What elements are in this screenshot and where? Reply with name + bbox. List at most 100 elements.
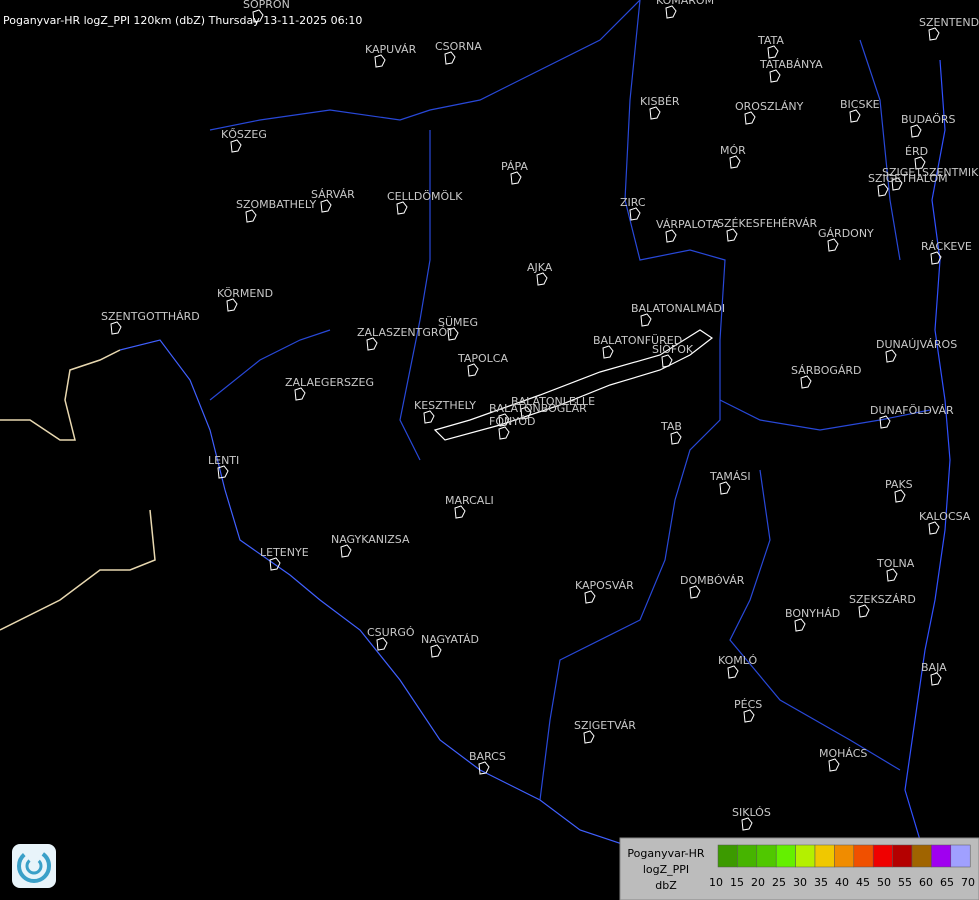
place-label: TAB xyxy=(660,420,682,433)
place-label: GÁRDONY xyxy=(818,227,874,240)
legend-swatch xyxy=(950,844,971,868)
place-label: ZALASZENTGRÓT xyxy=(357,326,454,339)
place-label: OROSZLÁNY xyxy=(735,100,804,113)
city-outline xyxy=(800,375,812,389)
legend-level: 35 xyxy=(814,876,828,889)
city-outline xyxy=(670,431,682,445)
place-label: TAMÁSI xyxy=(709,470,751,483)
place-label: SZIGETHALOM xyxy=(868,172,948,185)
city-outline xyxy=(340,544,352,558)
city-outline xyxy=(894,489,906,503)
city-outline xyxy=(366,337,378,351)
city-outline xyxy=(741,817,753,831)
place-label: BUDAÖRS xyxy=(901,113,956,126)
place-label: BARCS xyxy=(469,750,506,763)
legend-level: 10 xyxy=(709,876,723,889)
place-label: ÉRD xyxy=(905,145,928,158)
place-label: FONYÓD xyxy=(489,415,535,428)
city-outline xyxy=(467,363,479,377)
place-label: TATA xyxy=(757,34,784,47)
place-label: KALOCSA xyxy=(919,510,971,523)
city-outline xyxy=(665,229,677,243)
logo xyxy=(12,844,56,888)
city-outline xyxy=(828,758,840,772)
city-outline xyxy=(928,521,940,535)
legend-title: dbZ xyxy=(655,879,677,892)
city-outline xyxy=(584,590,596,604)
place-label: SÜMEG xyxy=(438,316,478,329)
legend-level: 30 xyxy=(793,876,807,889)
place-label: SZIGETVÁR xyxy=(574,719,636,732)
city-outline xyxy=(230,139,242,153)
city-outline xyxy=(727,665,739,679)
city-outline xyxy=(858,604,870,618)
place-label: CSURGÓ xyxy=(367,626,415,639)
place-label: PÉCS xyxy=(734,698,762,711)
place-label: BALATONLELLE xyxy=(511,395,595,408)
city-outline xyxy=(879,415,891,429)
place-label: SÁRBOGÁRD xyxy=(791,364,862,377)
city-outline xyxy=(930,251,942,265)
legend-swatch xyxy=(872,844,893,868)
legend-level: 20 xyxy=(751,876,765,889)
legend-title: Poganyvar-HR xyxy=(627,847,704,860)
city-outline xyxy=(744,111,756,125)
city-outline xyxy=(444,51,456,65)
place-label: KOMLÓ xyxy=(718,654,757,667)
legend-level: 55 xyxy=(898,876,912,889)
place-label: SÁRVÁR xyxy=(311,188,355,201)
border xyxy=(0,349,156,631)
city-outline xyxy=(767,45,779,59)
place-label: KŐSZEG xyxy=(221,127,267,141)
place-label: SZIGETSZENTMIKLÓS xyxy=(882,166,979,179)
place-label: SZOMBATHELY xyxy=(236,198,316,211)
place-label: LENTI xyxy=(208,454,239,467)
place-label: CELLDÖMÖLK xyxy=(387,190,463,203)
place-label: BAJA xyxy=(921,661,947,674)
legend-swatch xyxy=(911,844,932,868)
city-outline xyxy=(498,413,510,427)
place-label: SZEKSZÁRD xyxy=(849,593,916,606)
city-outline xyxy=(914,156,926,170)
legend-level: 40 xyxy=(835,876,849,889)
place-label: BALATONALMÁDI xyxy=(631,302,725,315)
legend: Poganyvar-HR logZ_PPI dbZ 10 15 20 25 30 35 40… xyxy=(619,837,979,900)
place-label: SZENTGOTTHÁRD xyxy=(101,310,200,323)
city-outline xyxy=(794,618,806,632)
place-label: SZENTEND xyxy=(919,16,979,29)
place-label: BICSKE xyxy=(840,98,880,111)
city-outline xyxy=(769,69,781,83)
place-label: KOMÁROM xyxy=(656,0,714,7)
place-label: TOLNA xyxy=(876,557,915,570)
legend-swatch xyxy=(756,844,777,868)
city-outline xyxy=(110,321,122,335)
city-outline xyxy=(320,199,332,213)
city-outline xyxy=(536,272,548,286)
city-outline xyxy=(226,298,238,312)
legend-swatch xyxy=(834,844,855,868)
city-outline xyxy=(849,109,861,123)
city-outline xyxy=(928,27,940,41)
city-outline xyxy=(478,761,490,775)
legend-swatch xyxy=(814,844,835,868)
place-label: RÁCKEVE xyxy=(921,240,972,253)
city-outline xyxy=(602,345,614,359)
place-label: KÖRMEND xyxy=(217,287,273,300)
place-label: KESZTHELY xyxy=(414,399,476,412)
place-label: SOPRON xyxy=(243,0,290,11)
city-outline xyxy=(520,406,532,420)
place-label: ZIRC xyxy=(620,196,646,209)
legend-level: 65 xyxy=(940,876,954,889)
place-label: ZALAEGERSZEG xyxy=(285,376,374,389)
legend-swatch xyxy=(775,844,796,868)
city-outline xyxy=(726,228,738,242)
city-outline xyxy=(661,354,673,368)
legend-level: 50 xyxy=(877,876,891,889)
city-outline xyxy=(891,177,903,191)
legend-level: 25 xyxy=(772,876,786,889)
place-label: AJKA xyxy=(527,261,553,274)
lake-balaton xyxy=(433,329,714,441)
places: SOPRON KOMÁROM SZENTEND KAPUVÁR CSORNA TATA TA… xyxy=(101,0,979,831)
